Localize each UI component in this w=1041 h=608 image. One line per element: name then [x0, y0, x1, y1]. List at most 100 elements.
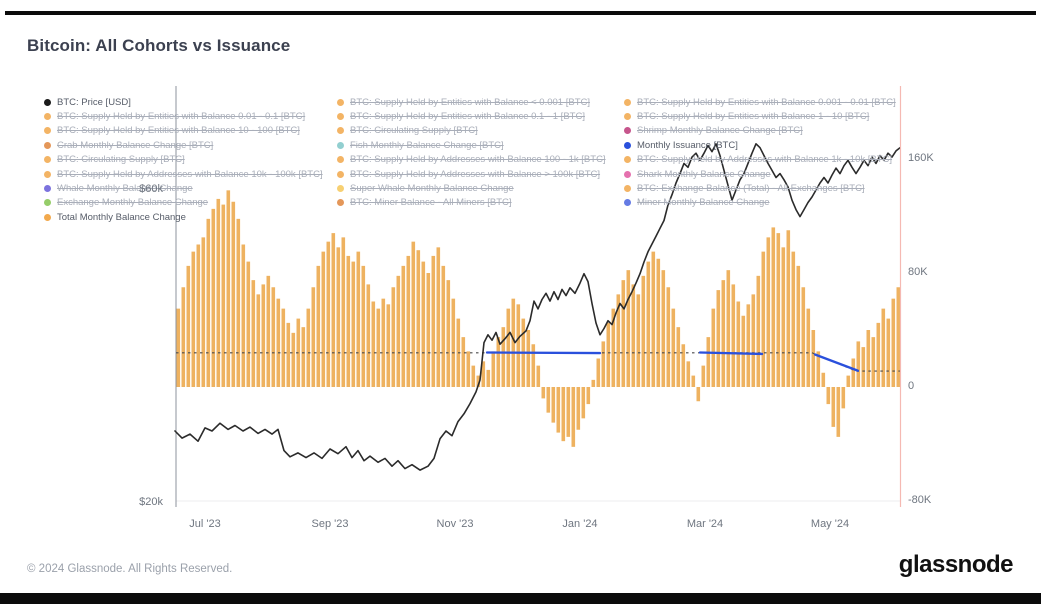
legend-item-label: Total Monthly Balance Change — [57, 211, 186, 223]
legend-item-label: BTC: Supply Held by Entities with Balanc… — [57, 125, 300, 137]
legend-dot-icon — [44, 170, 51, 178]
legend-item-label: Miner Monthly Balance Change — [637, 197, 770, 209]
x-axis-tick: Jul '23 — [189, 518, 221, 530]
legend-item-label: BTC: Circulating Supply [BTC] — [57, 154, 185, 166]
legend-column-1: BTC: Price [USD] BTC: Supply Held by Enti… — [44, 95, 323, 225]
legend-dot-icon — [624, 141, 631, 149]
legend-dot-icon — [337, 141, 344, 149]
legend-item-label: BTC: Supply Held by Addresses with Balan… — [350, 168, 601, 180]
legend-dot-icon — [337, 113, 344, 121]
legend-item-label: BTC: Supply Held by Addresses with Balan… — [637, 154, 893, 166]
legend-item[interactable]: BTC: Circulating Supply [BTC] — [337, 124, 606, 138]
legend-item-label: BTC: Supply Held by Entities with Balanc… — [350, 111, 585, 123]
legend-item[interactable]: BTC: Supply Held by Addresses with Balan… — [337, 167, 606, 181]
legend-dot-icon — [44, 213, 51, 221]
copyright-text: © 2024 Glassnode. All Rights Reserved. — [27, 563, 233, 575]
legend-item-label: BTC: Exchange Balance (Total) - All Exch… — [637, 183, 865, 195]
legend-dot-icon — [337, 199, 344, 207]
legend-item[interactable]: Monthly Issuance [BTC] — [624, 138, 896, 152]
legend-item[interactable]: BTC: Supply Held by Entities with Balanc… — [337, 95, 606, 109]
issuance-line — [813, 353, 860, 372]
legend-dot-icon — [624, 199, 631, 207]
right-axis-tick: 0 — [908, 380, 915, 392]
legend-dot-icon — [337, 185, 344, 193]
left-axis-tick: $20k — [139, 496, 163, 508]
legend-item[interactable]: BTC: Price [USD] — [44, 95, 323, 109]
legend-dot-icon — [44, 98, 51, 106]
legend-item[interactable]: BTC: Circulating Supply [BTC] — [44, 153, 323, 167]
legend-dot-icon — [337, 127, 344, 135]
right-axis-tick: 160K — [908, 152, 934, 164]
legend-item-label: BTC: Supply Held by Entities with Balanc… — [637, 111, 870, 123]
legend-column-3: BTC: Supply Held by Entities with Balanc… — [624, 95, 896, 210]
legend-item-label: BTC: Supply Held by Entities with Balanc… — [350, 96, 590, 108]
legend-item-label: BTC: Circulating Supply [BTC] — [350, 125, 478, 137]
x-axis-tick: Mar '24 — [686, 518, 724, 530]
issuance-line — [485, 351, 602, 355]
legend-item[interactable]: Total Monthly Balance Change — [44, 210, 323, 224]
legend-item-label: Fish Monthly Balance Change [BTC] — [350, 139, 504, 151]
x-axis-tick: Jan '24 — [562, 518, 598, 530]
page-title: Bitcoin: All Cohorts vs Issuance — [27, 36, 291, 55]
legend-item-label: Super Whale Monthly Balance Change — [350, 183, 514, 195]
balance-change-bars — [176, 190, 901, 447]
legend-item-label: BTC: Price [USD] — [57, 96, 131, 108]
legend-item[interactable]: Shrimp Monthly Balance Change [BTC] — [624, 124, 896, 138]
issuance-line — [698, 351, 764, 356]
legend-item[interactable]: Crab Monthly Balance Change [BTC] — [44, 138, 323, 152]
legend-dot-icon — [44, 141, 51, 149]
legend-item-label: Monthly Issuance [BTC] — [637, 139, 738, 151]
legend-item-label: BTC: Supply Held by Addresses with Balan… — [350, 154, 606, 166]
legend-item[interactable]: BTC: Exchange Balance (Total) - All Exch… — [624, 181, 896, 195]
legend-item[interactable]: BTC: Supply Held by Entities with Balanc… — [44, 109, 323, 123]
legend-dot-icon — [624, 127, 631, 135]
legend-dot-icon — [624, 113, 631, 121]
legend-dot-icon — [44, 185, 51, 193]
top-border-bar — [5, 11, 1036, 15]
legend-dot-icon — [337, 170, 344, 178]
legend-item[interactable]: BTC: Supply Held by Entities with Balanc… — [624, 95, 896, 109]
legend-item-label: Exchange Monthly Balance Change — [57, 197, 209, 209]
legend-dot-icon — [44, 127, 51, 135]
legend-item-label: BTC: Miner Balance - All Miners [BTC] — [350, 197, 512, 209]
legend-dot-icon — [624, 98, 631, 106]
legend-item-label: BTC: Supply Held by Addresses with Balan… — [57, 168, 323, 180]
bottom-border-bar — [0, 593, 1041, 604]
legend-item[interactable]: Shark Monthly Balance Change — [624, 167, 896, 181]
legend-item[interactable]: BTC: Supply Held by Entities with Balanc… — [44, 124, 323, 138]
legend-item[interactable]: Fish Monthly Balance Change [BTC] — [337, 138, 606, 152]
legend-item[interactable]: BTC: Supply Held by Addresses with Balan… — [337, 153, 606, 167]
legend-item[interactable]: BTC: Supply Held by Entities with Balanc… — [337, 109, 606, 123]
legend-dot-icon — [624, 170, 631, 178]
legend-item-label: Shark Monthly Balance Change — [637, 168, 771, 180]
legend-item-label: BTC: Supply Held by Entities with Balanc… — [57, 111, 306, 123]
x-axis-tick: May '24 — [810, 518, 850, 530]
left-axis-tick: $60k — [139, 183, 163, 195]
glassnode-logo: glassnode — [898, 551, 1014, 578]
legend-item-label: Whale Monthly Balance Change — [57, 183, 193, 195]
legend-dot-icon — [44, 113, 51, 121]
legend-dot-icon — [44, 199, 51, 207]
legend-item-label: Shrimp Monthly Balance Change [BTC] — [637, 125, 803, 137]
price-line — [174, 143, 901, 471]
legend-item[interactable]: BTC: Supply Held by Addresses with Balan… — [44, 167, 323, 181]
legend-dot-icon — [337, 156, 344, 164]
legend-item[interactable]: BTC: Supply Held by Entities with Balanc… — [624, 109, 896, 123]
legend-column-2: BTC: Supply Held by Entities with Balanc… — [337, 95, 606, 210]
right-axis-tick: 80K — [908, 266, 928, 278]
legend-dot-icon — [624, 185, 631, 193]
legend-item[interactable]: Exchange Monthly Balance Change — [44, 196, 323, 210]
legend-item[interactable]: Miner Monthly Balance Change — [624, 196, 896, 210]
legend-item[interactable]: BTC: Miner Balance - All Miners [BTC] — [337, 196, 606, 210]
legend-dot-icon — [624, 156, 631, 164]
legend-item-label: Crab Monthly Balance Change [BTC] — [57, 139, 214, 151]
x-axis-tick: Nov '23 — [436, 518, 474, 530]
legend-item[interactable]: Super Whale Monthly Balance Change — [337, 181, 606, 195]
legend-dot-icon — [44, 156, 51, 164]
legend-item[interactable]: Whale Monthly Balance Change — [44, 181, 323, 195]
legend-item-label: BTC: Supply Held by Entities with Balanc… — [637, 96, 896, 108]
legend-dot-icon — [337, 98, 344, 106]
legend-item[interactable]: BTC: Supply Held by Addresses with Balan… — [624, 153, 896, 167]
